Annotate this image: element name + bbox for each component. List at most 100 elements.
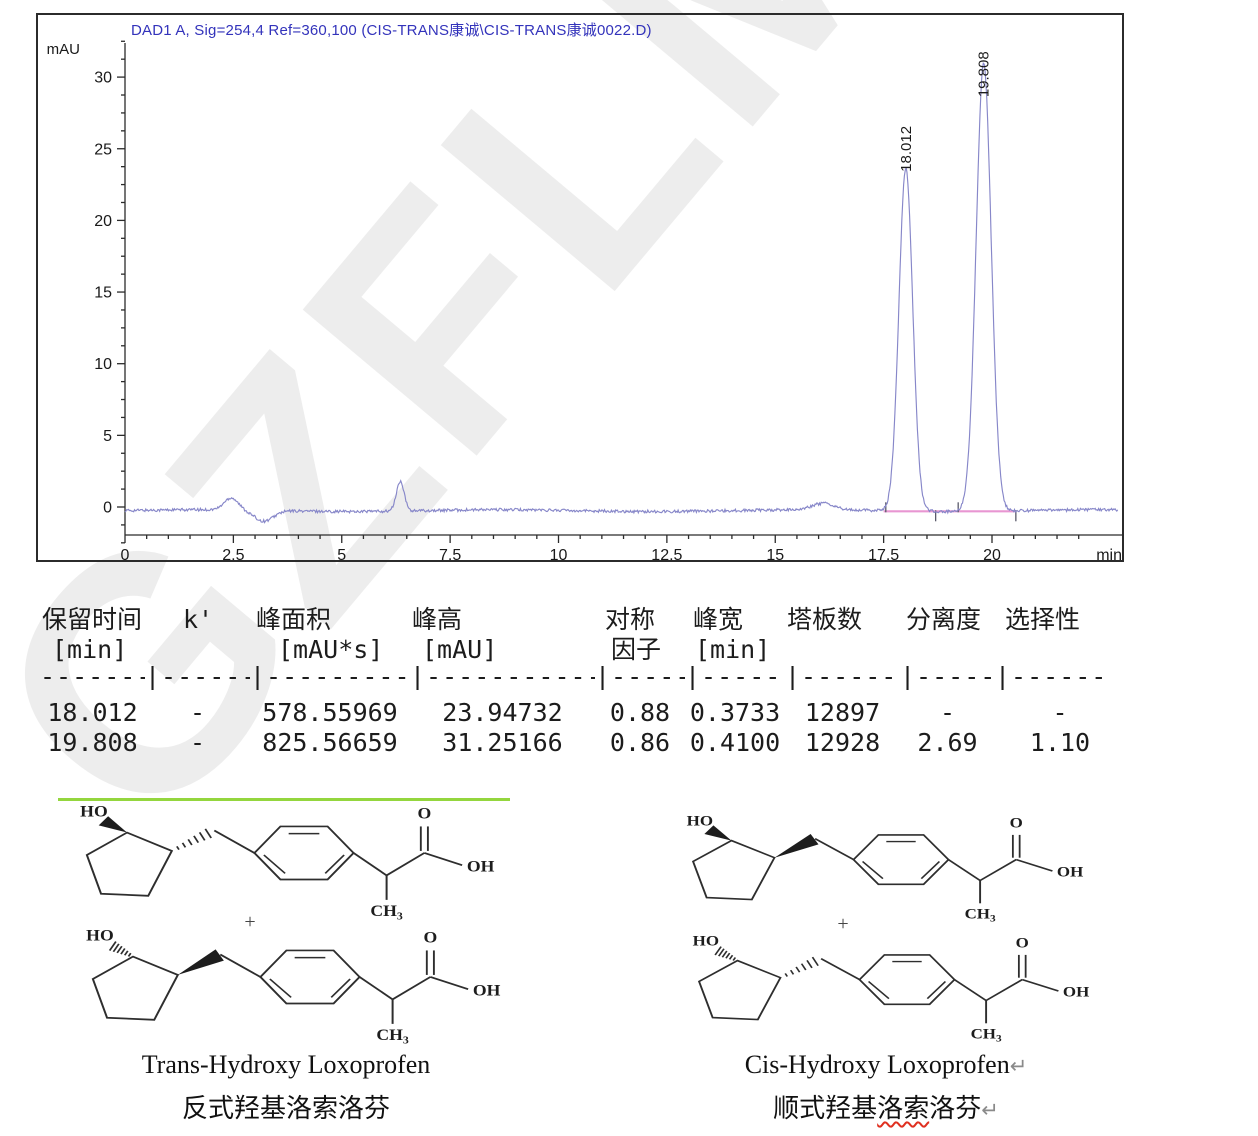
caption-cis-zh: 顺式羟基洛索洛芬↵	[665, 1088, 1107, 1125]
column-units	[145, 635, 250, 664]
atom-label: CH3	[971, 1027, 1002, 1044]
table-cell: 12928	[804, 728, 881, 757]
table-cell: 0.4100	[689, 728, 781, 757]
column-units	[995, 635, 1125, 664]
column-header: 选择性	[1005, 605, 1081, 634]
table-cell: 825.56659	[262, 728, 398, 757]
atom-label: OH	[467, 857, 495, 875]
separator-dashes: |-----------	[250, 664, 410, 690]
atom-label: CH3	[370, 902, 403, 922]
y-tick-label: 25	[94, 141, 112, 158]
separator-dashes: |-----	[900, 664, 995, 690]
atom-label: OH	[1063, 985, 1089, 1000]
column-header: 峰高	[412, 605, 463, 634]
molecule: HO CH3 O OH	[687, 814, 1084, 925]
x-tick-label: 2.5	[222, 547, 244, 564]
column-units: [min]	[695, 635, 771, 664]
table-cell: 0.86	[609, 728, 671, 757]
structure-figure-cis: HO CH3 O OH + HO CH3 O OH	[687, 814, 1090, 1044]
x-axis-unit: min	[1096, 547, 1122, 564]
column-header: 峰宽	[693, 605, 744, 634]
atom-label: HO	[86, 926, 114, 944]
atom-label: HO	[80, 802, 108, 820]
column-header: 保留时间	[42, 605, 143, 634]
table-cell: 0.3733	[689, 698, 781, 727]
column-header: 峰面积	[256, 605, 332, 634]
plus-sign: +	[244, 911, 255, 933]
peak-labels: 18.012 19.808	[898, 51, 993, 172]
table-row: 18.012 - 578.55969 23.94732 0.88 0.3733 12897 -…	[40, 698, 1150, 728]
y-tick-label: 20	[94, 213, 112, 230]
atom-label: HO	[693, 934, 719, 949]
y-tick-label: 15	[94, 285, 112, 302]
separator-dashes: |------	[995, 664, 1108, 690]
peak-rt-label: 18.012	[898, 126, 915, 172]
table-cell: 1.10	[1029, 728, 1091, 757]
table-cell: -	[939, 698, 956, 727]
y-tick-label: 30	[94, 70, 112, 87]
table-header-row: 保留时间 k' 峰面积 峰高 对称 峰宽 塔板数 分离度 选择性	[40, 604, 1150, 635]
table-cell: 2.69	[917, 728, 978, 757]
y-tick-label: 10	[94, 356, 112, 373]
y-axis-unit: mAU	[47, 41, 80, 58]
separator-dashes: -------	[40, 664, 145, 690]
separator-dashes: |-------	[785, 664, 900, 690]
table-header-units-row: [min] [mAU*s] [mAU] 因子 [min]	[40, 635, 1150, 664]
table-cell: 31.25166	[442, 728, 563, 757]
separator-dashes: |-----------	[410, 664, 595, 690]
paragraph-mark-icon: ↵	[981, 1098, 999, 1122]
atom-label: CH3	[376, 1026, 409, 1046]
y-tick-label: 0	[103, 500, 112, 517]
atom-label: OH	[1057, 865, 1083, 880]
separator-dashes: |-------	[685, 664, 785, 690]
column-units: [min]	[52, 635, 128, 664]
paragraph-mark-icon: ↵	[1009, 1054, 1028, 1078]
chromatogram-plot: 0 5 10 15 20 25 30 mAU 0 2.5 5 7.5 10 12.5 15 17.5 20 min…	[47, 40, 1122, 564]
structure-figure-trans: HO CH3 O OH + HO CH3 O OH	[80, 802, 500, 1046]
caption-cis-en: Cis-Hydroxy Loxoprofen↵	[665, 1050, 1107, 1080]
chromatogram-frame: DAD1 A, Sig=254,4 Ref=360,100 (CIS-TRANS…	[36, 13, 1124, 564]
atom-label: O	[1010, 815, 1023, 830]
table-cell: 0.88	[609, 698, 671, 727]
x-tick-label: 5	[337, 547, 346, 564]
x-tick-label: 7.5	[439, 547, 461, 564]
table-cell: 18.012	[47, 698, 138, 727]
table-cell: -	[189, 728, 206, 757]
column-units	[785, 635, 900, 664]
peak-table: 保留时间 k' 峰面积 峰高 对称 峰宽 塔板数 分离度 选择性 [min] [mAU*s] [mAU…	[40, 604, 1150, 758]
caption-cis-zh-post: 洛芬	[929, 1094, 982, 1123]
x-tick-label: 12.5	[651, 547, 682, 564]
caption-cis-zh-pre: 顺式羟基	[773, 1094, 878, 1123]
x-tick-label: 20	[983, 547, 1001, 564]
column-header: 分离度	[906, 605, 982, 634]
y-tick-label: 5	[103, 428, 112, 445]
column-header: 对称	[605, 605, 656, 634]
atom-label: OH	[473, 981, 501, 999]
atom-label: O	[423, 928, 437, 946]
column-units: [mAU*s]	[278, 635, 384, 664]
table-cell: 12897	[804, 698, 881, 727]
caption-cis-en-text: Cis-Hydroxy Loxoprofen	[744, 1050, 1010, 1079]
x-tick-label: 17.5	[868, 547, 899, 564]
caption-trans-en: Trans-Hydroxy Loxoprofen	[141, 1050, 431, 1079]
figure-highlight-line	[58, 798, 510, 801]
table-separator-row: -------|------|-----------|-----------|-…	[40, 664, 1150, 690]
plus-sign: +	[837, 913, 848, 935]
x-tick-label: 0	[121, 547, 130, 564]
column-header: 塔板数	[787, 605, 863, 634]
atom-label: O	[1016, 935, 1029, 950]
separator-dashes: |-----	[595, 664, 685, 690]
column-units	[900, 635, 995, 664]
chromatogram-curve	[124, 61, 1119, 524]
caption-cis-zh-spellcheck: 洛索	[877, 1094, 930, 1123]
molecule: HO CH3 O OH	[693, 934, 1090, 1044]
caption-trans-zh: 反式羟基洛索洛芬	[181, 1094, 390, 1123]
molecule: HO CH3 O OH	[80, 802, 494, 922]
column-units: [mAU]	[422, 635, 498, 664]
axis-labels: 0 5 10 15 20 25 30 mAU 0 2.5 5 7.5 10 12.5 15 17.5 20 min	[47, 41, 1122, 564]
column-units: 因子	[611, 635, 662, 664]
peak-rt-label: 19.808	[976, 51, 993, 97]
table-cell: -	[1052, 698, 1068, 727]
molecule: HO CH3 O OH	[86, 926, 500, 1046]
